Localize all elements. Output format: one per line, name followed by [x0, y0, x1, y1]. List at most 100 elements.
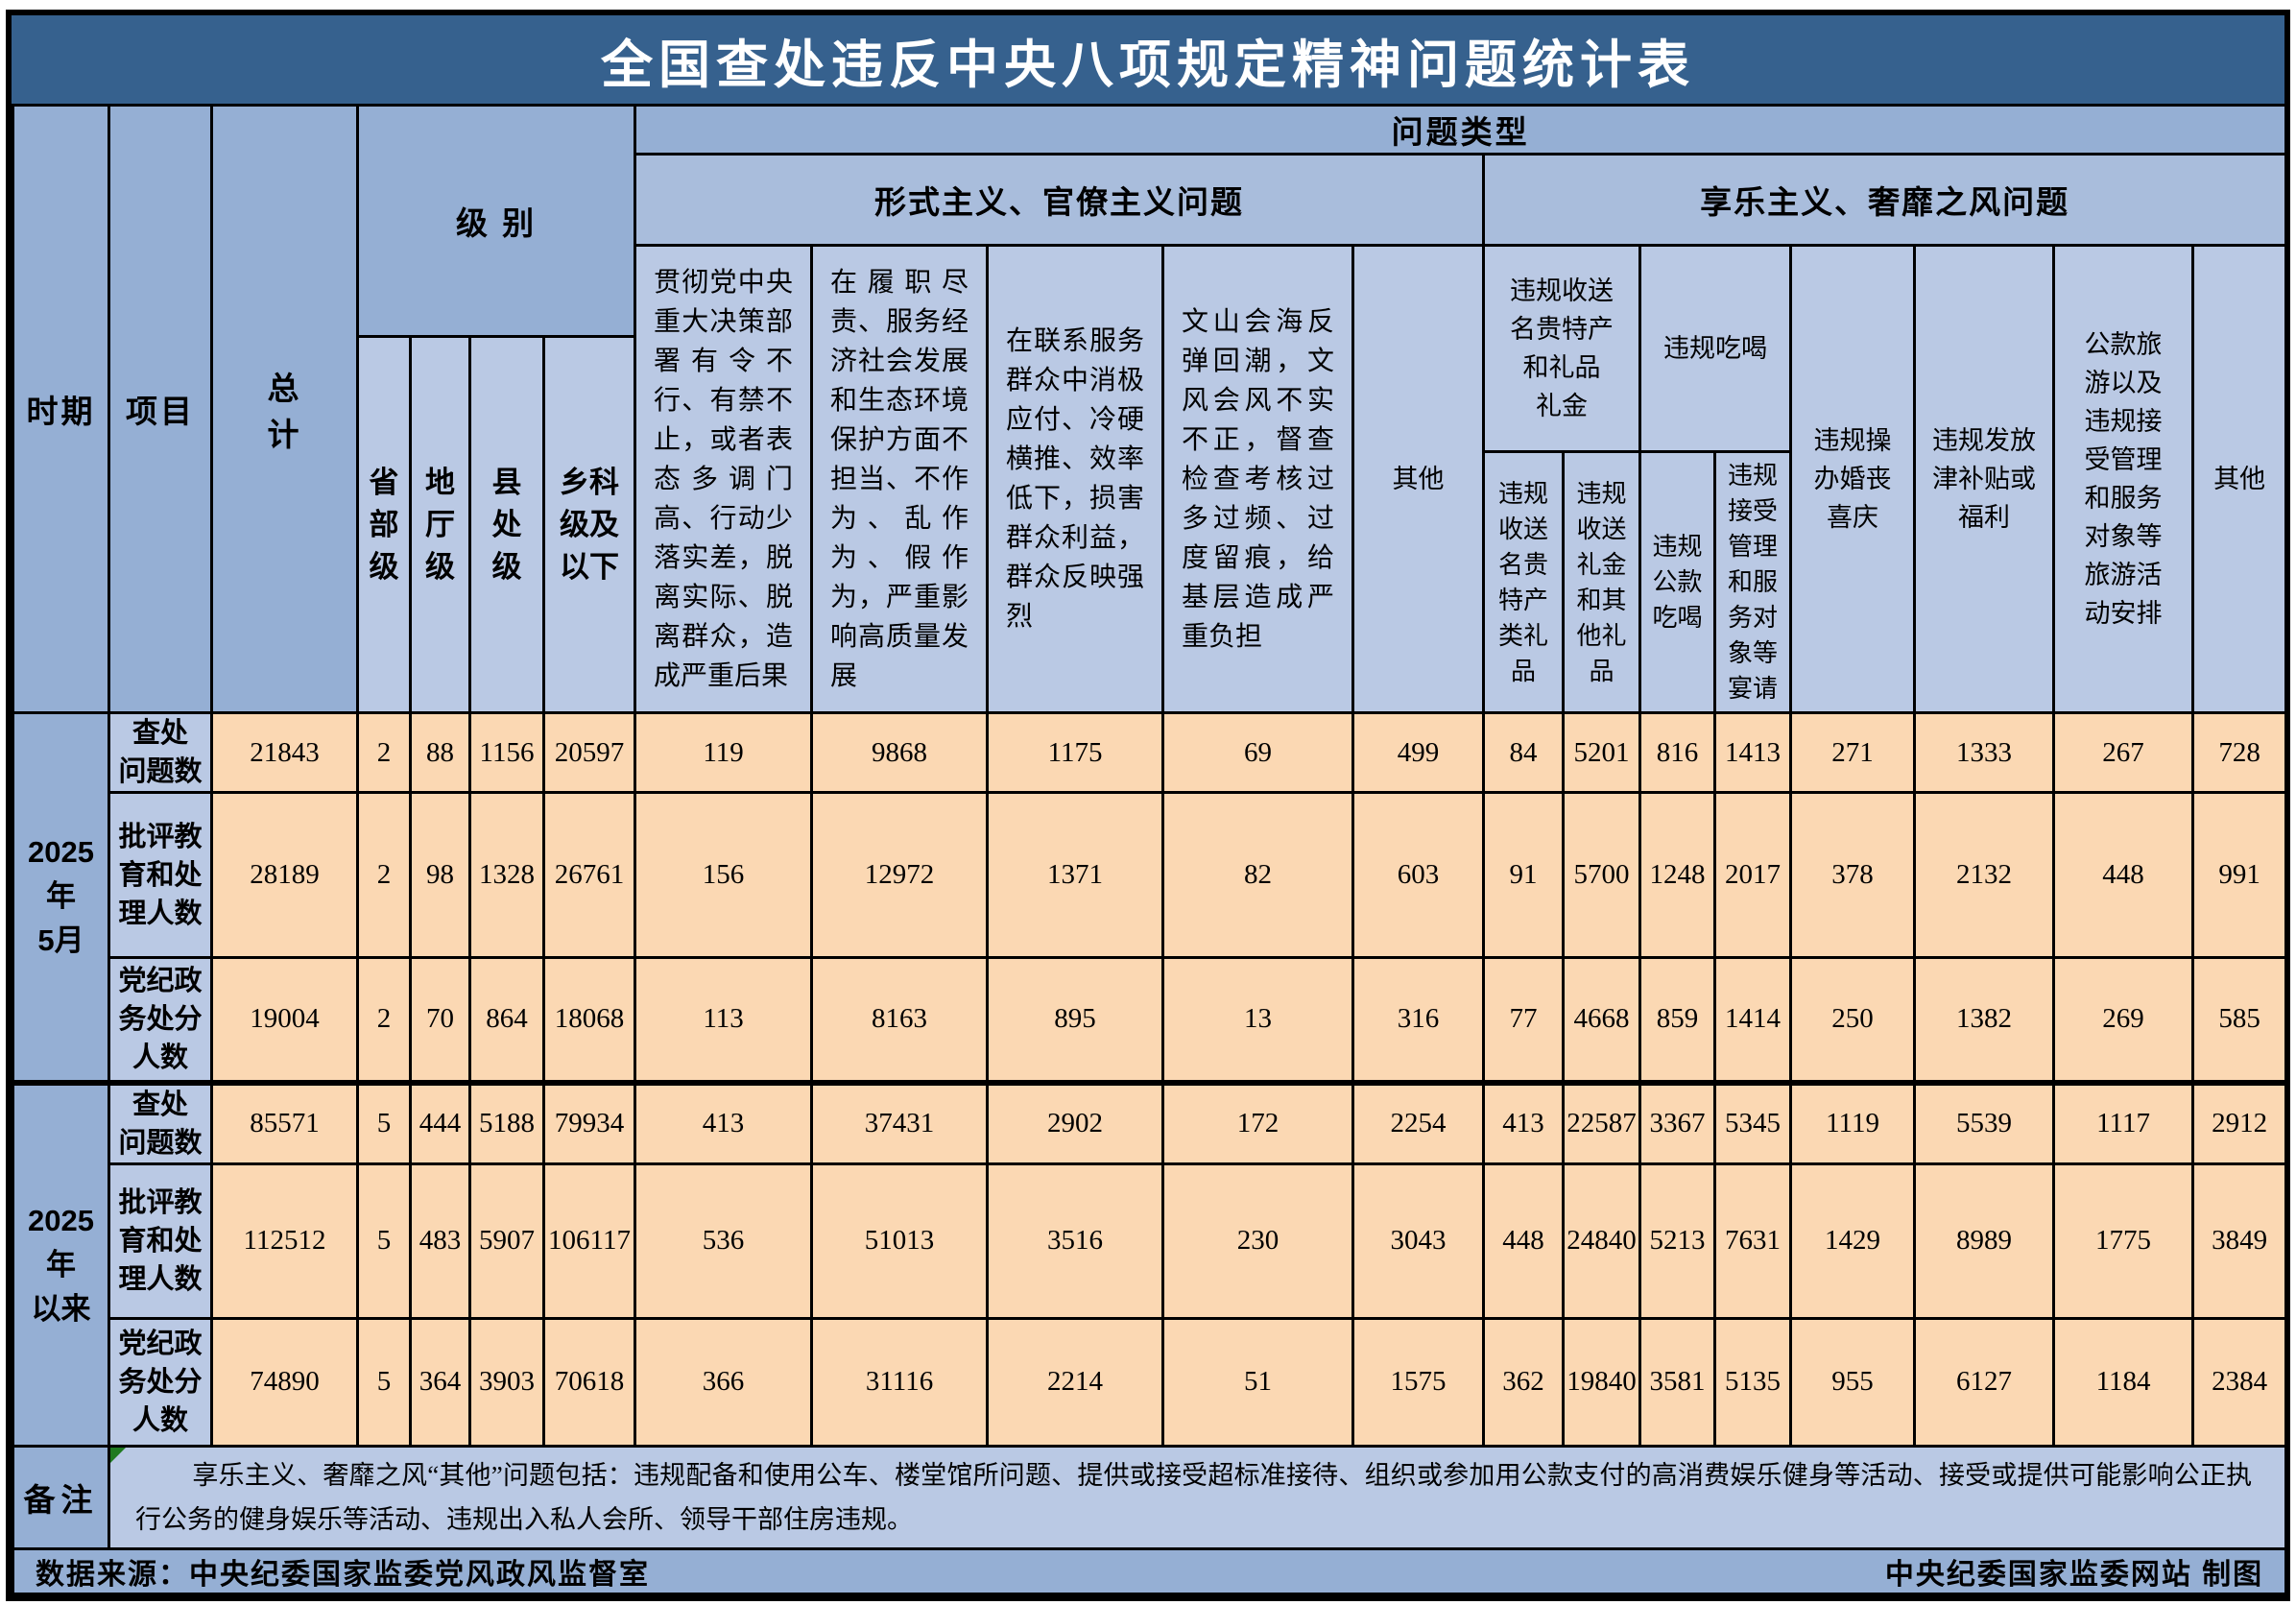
row-label: 党纪政 务处分 人数	[108, 1316, 213, 1448]
note-label: 备注	[12, 1444, 110, 1550]
value-cell: 8989	[1913, 1162, 2056, 1320]
value-cell: 1156	[468, 711, 545, 794]
value-cell: 536	[634, 1162, 814, 1320]
value-cell: 26761	[541, 791, 637, 959]
value-cell: 2912	[2191, 1079, 2288, 1165]
header-problem-type: 问题类型	[634, 104, 2288, 156]
value-cell: 70	[409, 956, 471, 1084]
value-cell: 3516	[986, 1162, 1165, 1320]
value-cell: 3581	[1638, 1316, 1717, 1448]
value-cell: 585	[2191, 956, 2288, 1084]
value-cell: 8163	[810, 956, 990, 1084]
col-allowances: 违规发放 津补贴或 福利	[1913, 244, 2056, 714]
col-level-county: 县 处 级	[468, 335, 545, 714]
header-hedonism-group: 享乐主义、奢靡之风问题	[1482, 153, 2288, 247]
value-cell: 2902	[986, 1079, 1165, 1165]
value-cell: 119	[634, 711, 814, 794]
value-cell: 2214	[986, 1316, 1165, 1448]
value-cell: 24840	[1562, 1162, 1642, 1320]
value-cell: 98	[409, 791, 471, 959]
value-cell: 413	[1482, 1079, 1566, 1165]
col-formalism-2: 在履职尽责、服务经济社会发展和生态环境保护方面不担当、不作为、乱作为、假作为，严…	[810, 244, 990, 714]
value-cell: 5	[356, 1162, 412, 1320]
value-cell: 19004	[210, 956, 359, 1084]
table-frame: 全国查处违反中央八项规定精神问题统计表 时期 项目 总 计 级 别 问题类型 形…	[6, 10, 2290, 1601]
header-item: 项目	[108, 104, 213, 714]
value-cell: 7631	[1713, 1162, 1793, 1320]
value-cell: 19840	[1562, 1316, 1642, 1448]
value-cell: 2132	[1913, 791, 2056, 959]
value-cell: 3903	[468, 1316, 545, 1448]
table-row: 2025年 以来 查处 问题数 85571 5 444 5188 79934 4…	[12, 1079, 2288, 1448]
value-cell: 2	[356, 956, 412, 1084]
value-cell: 1333	[1913, 711, 2056, 794]
value-cell: 51013	[810, 1162, 990, 1320]
value-cell: 1119	[1789, 1079, 1917, 1165]
col-formalism-3: 在联系服务群众中消极应付、冷硬横推、效率低下，损害群众利益，群众反映强烈	[986, 244, 1165, 714]
row-label: 查处 问题数	[108, 711, 213, 794]
value-cell: 991	[2191, 791, 2288, 959]
note-text: 享乐主义、奢靡之风“其他”问题包括：违规配备和使用公车、楼堂馆所问题、提供或接受…	[107, 1444, 2288, 1550]
value-cell: 37431	[810, 1079, 990, 1165]
value-cell: 378	[1789, 791, 1917, 959]
value-cell: 106117	[541, 1162, 637, 1320]
value-cell: 1371	[986, 791, 1165, 959]
value-cell: 18068	[541, 956, 637, 1084]
value-cell: 113	[634, 956, 814, 1084]
value-cell: 5907	[468, 1162, 545, 1320]
row-label: 查处 问题数	[108, 1079, 213, 1165]
value-cell: 20597	[541, 711, 637, 794]
col-level-province: 省 部 级	[356, 335, 412, 714]
value-cell: 84	[1482, 711, 1566, 794]
source-bar: 数据来源：中央纪委国家监委党风政风监督室 中央纪委国家监委网站 制图	[11, 1546, 2288, 1595]
value-cell: 444	[409, 1079, 471, 1165]
col-gifts-cash: 违规 收送 礼金 和其 他礼 品	[1562, 450, 1642, 714]
period-cell: 2025年 5月	[12, 711, 110, 1084]
value-cell: 5188	[468, 1079, 545, 1165]
table-row: 批评教 育和处 理人数 28189 2 98 1328 26761 156 12…	[13, 791, 2288, 959]
col-dining-banquets: 违规 接受 管理 和服 务对 象等 宴请	[1713, 450, 1793, 714]
cell-corner-marker	[111, 1449, 126, 1463]
value-cell: 22587	[1562, 1079, 1642, 1165]
value-cell: 1414	[1713, 956, 1793, 1084]
value-cell: 2384	[2191, 1316, 2288, 1448]
row-label: 党纪政 务处分 人数	[108, 956, 213, 1084]
value-cell: 864	[468, 956, 545, 1084]
value-cell: 499	[1351, 711, 1486, 794]
value-cell: 364	[409, 1316, 471, 1448]
value-cell: 5345	[1713, 1079, 1793, 1165]
note-row: 备注 享乐主义、奢靡之风“其他”问题包括：违规配备和使用公车、楼堂馆所问题、提供…	[12, 1444, 2288, 1550]
col-gifts-group: 违规收送 名贵特产 和礼品 礼金	[1482, 244, 1642, 453]
value-cell: 483	[409, 1162, 471, 1320]
value-cell: 5	[356, 1316, 412, 1448]
value-cell: 230	[1161, 1162, 1355, 1320]
col-formalism-other: 其他	[1351, 244, 1486, 714]
value-cell: 51	[1161, 1316, 1355, 1448]
col-level-prefecture: 地 厅 级	[409, 335, 471, 714]
row-label: 批评教 育和处 理人数	[108, 791, 213, 959]
col-formalism-4: 文山会海反弹回潮，文风会风不实不正，督查检查考核过多过频、过度留痕，给基层造成严…	[1161, 244, 1355, 714]
value-cell: 1184	[2052, 1316, 2195, 1448]
value-cell: 413	[634, 1079, 814, 1165]
row-label: 批评教 育和处 理人数	[108, 1162, 213, 1320]
value-cell: 82	[1161, 791, 1355, 959]
value-cell: 88	[409, 711, 471, 794]
value-cell: 2017	[1713, 791, 1793, 959]
value-cell: 5213	[1638, 1162, 1717, 1320]
value-cell: 156	[634, 791, 814, 959]
value-cell: 1413	[1713, 711, 1793, 794]
value-cell: 77	[1482, 956, 1566, 1084]
value-cell: 74890	[210, 1316, 359, 1448]
value-cell: 28189	[210, 791, 359, 959]
credit-text: 中央纪委国家监委网站 制图	[1884, 1558, 2264, 1591]
value-cell: 91	[1482, 791, 1566, 959]
value-cell: 4668	[1562, 956, 1642, 1084]
source-row: 数据来源：中央纪委国家监委党风政风监督室 中央纪委国家监委网站 制图	[11, 1546, 2288, 1595]
value-cell: 271	[1789, 711, 1917, 794]
value-cell: 1775	[2052, 1162, 2195, 1320]
value-cell: 895	[986, 956, 1165, 1084]
value-cell: 172	[1161, 1079, 1355, 1165]
value-cell: 6127	[1913, 1316, 2056, 1448]
header-row: 时期 项目 总 计 级 别 问题类型	[12, 104, 2288, 714]
value-cell: 816	[1638, 711, 1717, 794]
